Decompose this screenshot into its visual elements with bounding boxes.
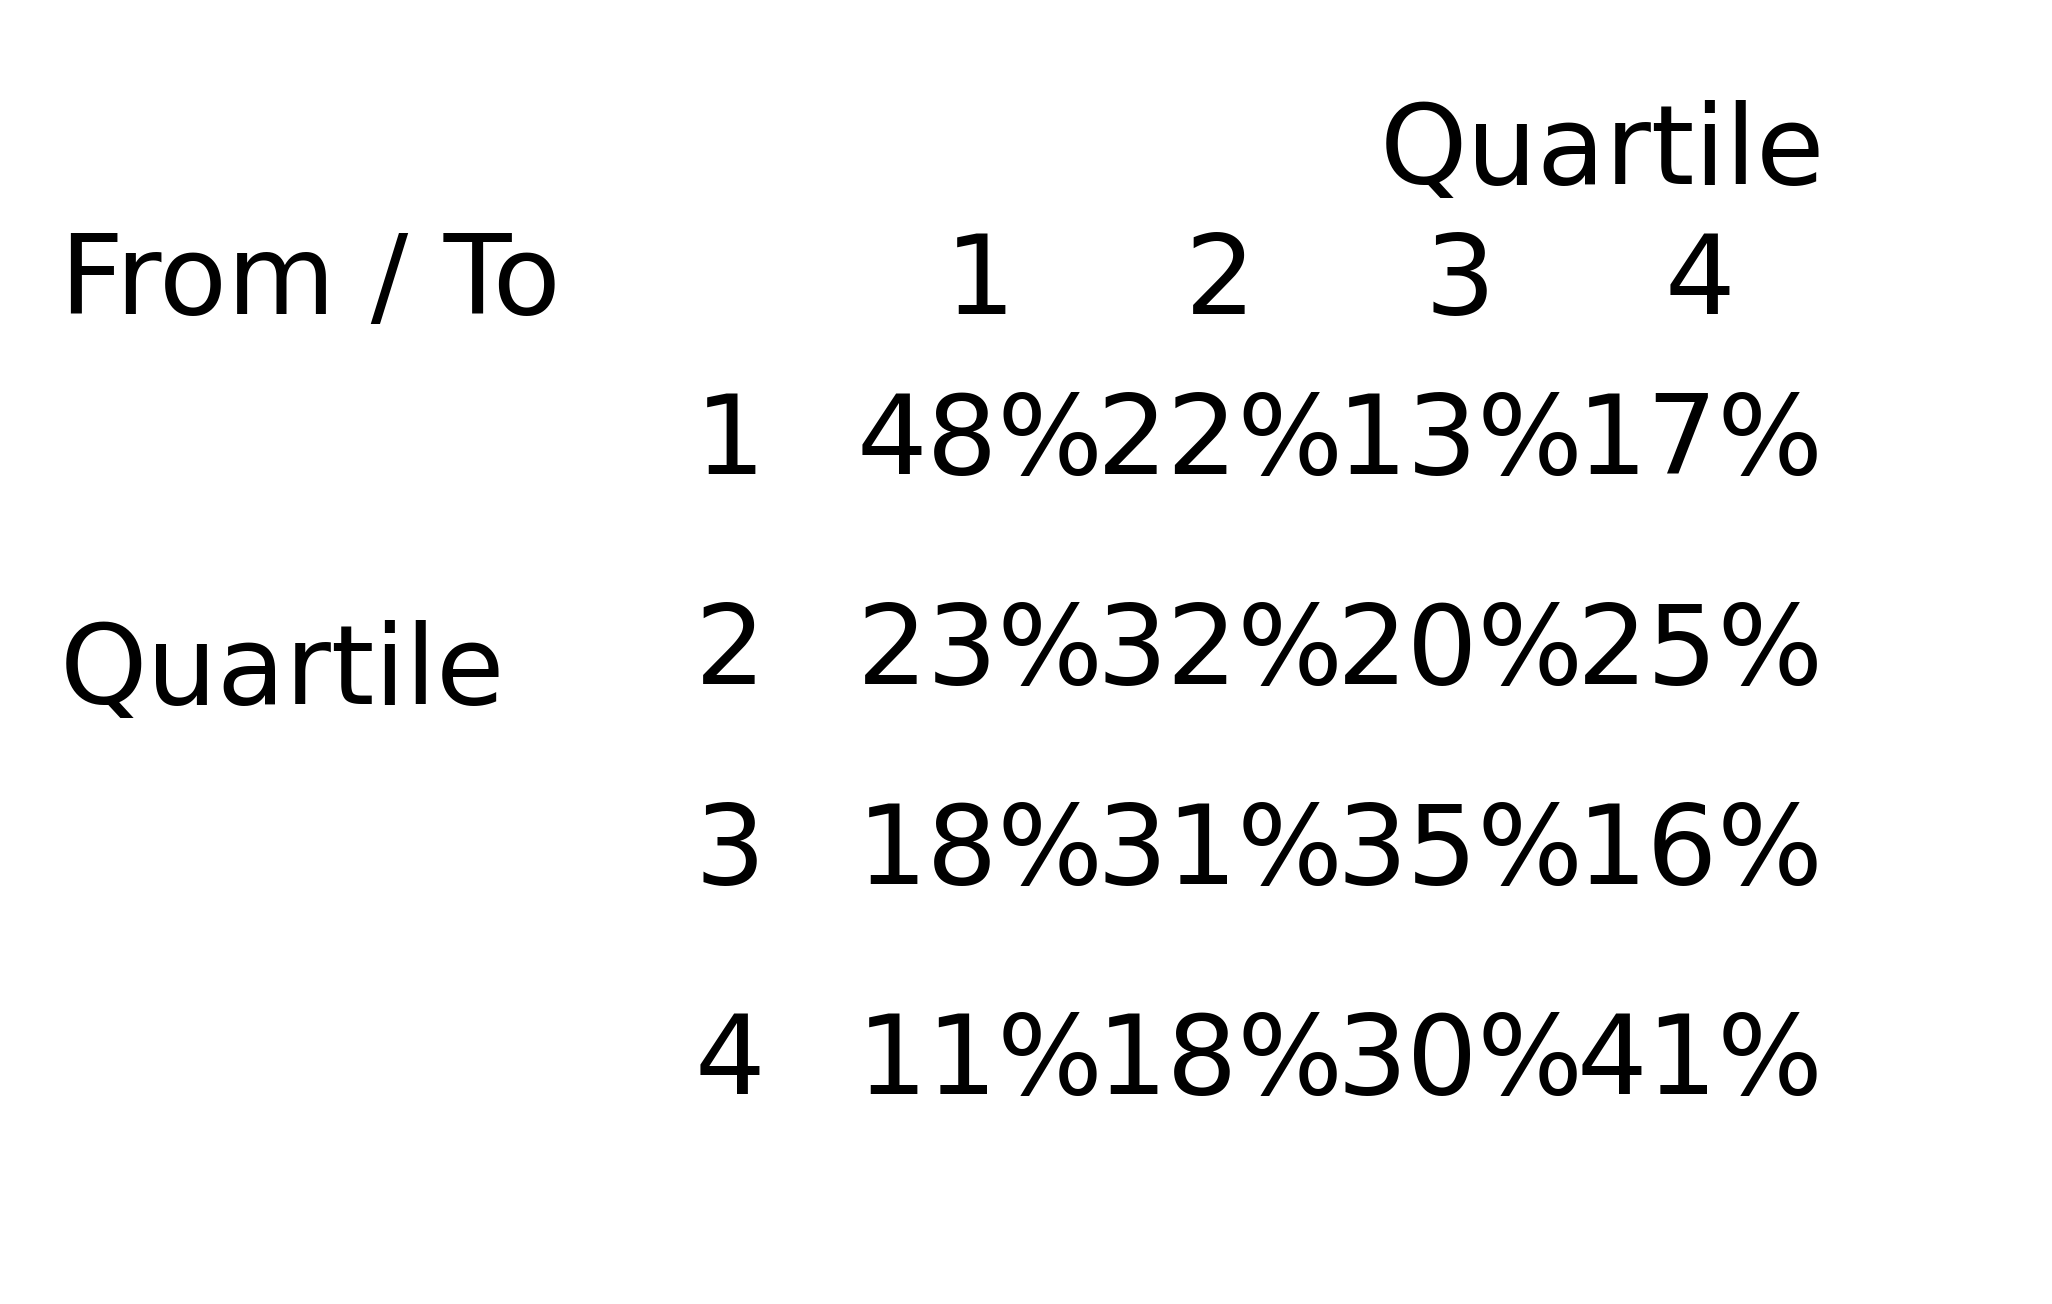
Text: 20%: 20% xyxy=(1336,600,1584,707)
Text: 4: 4 xyxy=(1664,230,1736,336)
Text: 2: 2 xyxy=(1184,230,1256,336)
Text: 31%: 31% xyxy=(1096,799,1344,908)
Text: 48%: 48% xyxy=(856,390,1104,497)
Text: 2: 2 xyxy=(696,600,765,707)
Text: 25%: 25% xyxy=(1576,600,1824,707)
Text: 23%: 23% xyxy=(856,600,1104,707)
Text: 18%: 18% xyxy=(856,799,1104,908)
Text: 32%: 32% xyxy=(1096,600,1344,707)
Text: 3: 3 xyxy=(1424,230,1496,336)
Text: 4: 4 xyxy=(696,1011,765,1118)
Text: 13%: 13% xyxy=(1336,390,1584,497)
Text: 41%: 41% xyxy=(1576,1011,1824,1118)
Text: 22%: 22% xyxy=(1096,390,1344,497)
Text: 1: 1 xyxy=(944,230,1016,336)
Text: 17%: 17% xyxy=(1576,390,1824,497)
Text: Quartile: Quartile xyxy=(60,619,505,728)
Text: 35%: 35% xyxy=(1336,799,1584,908)
Text: 30%: 30% xyxy=(1336,1011,1584,1118)
Text: Quartile: Quartile xyxy=(1381,100,1826,207)
Text: 1: 1 xyxy=(696,390,765,497)
Text: 11%: 11% xyxy=(856,1011,1104,1118)
Text: 18%: 18% xyxy=(1096,1011,1344,1118)
Text: 16%: 16% xyxy=(1576,799,1824,908)
Text: 3: 3 xyxy=(696,799,765,908)
Text: From / To: From / To xyxy=(60,230,560,336)
